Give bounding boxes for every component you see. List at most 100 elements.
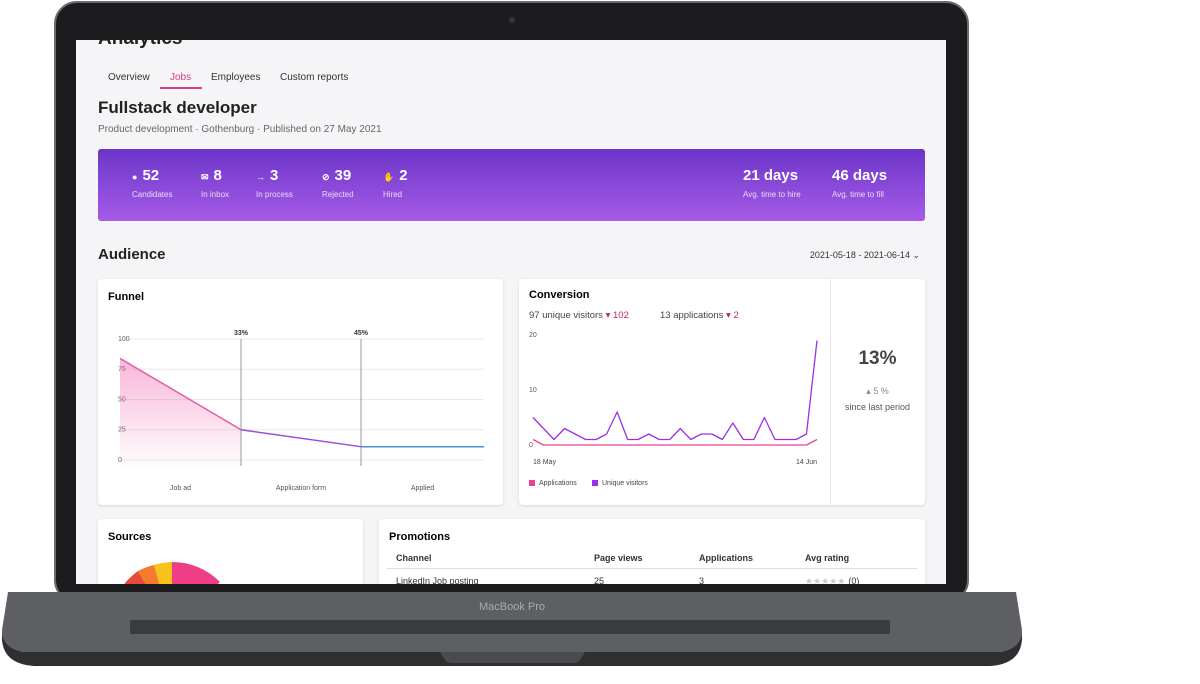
stars: ★★★★★: [805, 576, 846, 584]
date-range-text: 2021-05-18 - 2021-06-14: [809, 250, 910, 260]
x-tick-label: 14 Jun: [796, 459, 817, 466]
stat-value-row: ● 52: [132, 167, 172, 184]
applications-text: 13 applications: [660, 310, 724, 321]
stat-icon: ●: [132, 172, 138, 182]
applications-change-value: 2: [733, 310, 739, 321]
pie-slice: [124, 571, 146, 584]
time-value: 46 days: [832, 167, 888, 184]
stage-rate: 33%: [234, 330, 249, 337]
card-title: Sources: [108, 531, 152, 543]
rate-note: since last period: [844, 402, 911, 412]
x-tick-label: 18 May: [533, 459, 556, 466]
stat-label: Hired: [383, 190, 403, 199]
y-tick-label: 0: [529, 442, 533, 449]
stat-icon: →: [256, 172, 265, 182]
y-tick-label: 20: [529, 332, 537, 339]
cell: 25: [594, 576, 604, 584]
conversion-chart: 0 10 20 18 May 14 Jun Applications Unique visi…: [529, 332, 818, 487]
section-title: Audience: [98, 246, 166, 263]
tab-underline: [160, 87, 202, 89]
pie-slice: [138, 565, 160, 584]
stat-icon: ✉: [201, 172, 209, 182]
cell: LinkedIn Job posting: [396, 576, 479, 584]
sources-pie: [124, 561, 220, 584]
divider: [830, 279, 831, 505]
tab[interactable]: Custom reports: [280, 72, 349, 83]
time-value: 21 days: [743, 167, 799, 184]
notch: [440, 652, 585, 663]
stat: → 3 In process: [256, 167, 293, 199]
promotions-card: Promotions Channel Page views Applications…: [379, 519, 925, 584]
cell-text: LinkedIn Job posting: [396, 576, 479, 584]
x-tick-label: Application form: [276, 485, 326, 492]
time-stat: 46 days Avg. time to fill: [832, 167, 887, 199]
funnel-area: [120, 358, 241, 466]
column-header: Channel: [396, 553, 432, 563]
stage-rate: 45%: [354, 330, 369, 337]
y-tick-label: 10: [529, 387, 537, 394]
cell: ★★★★★ (0): [805, 576, 859, 584]
screen: Analytics Overview Jobs Employees Custom…: [76, 40, 946, 584]
stat-value: 52: [142, 167, 160, 184]
stat-icon: ✋: [383, 172, 395, 182]
stat: ✋ 2 Hired: [383, 167, 408, 199]
column-header: Avg rating: [805, 553, 850, 563]
stat-value-row: → 3: [256, 167, 293, 184]
tab[interactable]: Employees: [211, 72, 261, 83]
cell: 3: [699, 576, 704, 584]
applications: 13 applications ▾ 2: [660, 310, 739, 321]
stat-label: In inbox: [201, 190, 230, 199]
job-title: Fullstack developer: [98, 98, 257, 117]
stat: ⊘ 39 Rejected: [322, 167, 354, 199]
stat-label: Candidates: [132, 190, 173, 199]
legend-label: Applications: [539, 480, 577, 487]
y-tick-label: 100: [118, 336, 130, 343]
time-label: Avg. time to fill: [832, 190, 884, 199]
stat-value: 8: [213, 167, 222, 184]
base-edge: [2, 630, 1022, 666]
stat-value-row: ⊘ 39: [322, 167, 354, 184]
rate-change: ▴ 5 %: [866, 386, 889, 396]
stat-icon: ⊘: [322, 172, 330, 182]
stat: ✉ 8 In inbox: [201, 167, 229, 199]
funnel-line: [119, 357, 242, 431]
cell-text: 3: [699, 576, 705, 584]
rate: 13%: [858, 348, 897, 369]
visitors: 97 unique visitors ▾ 102: [529, 310, 629, 321]
tab[interactable]: Jobs: [170, 72, 192, 83]
stat-value: 2: [399, 167, 408, 184]
visitors-text: 97 unique visitors: [529, 310, 603, 321]
pie-slice: [172, 561, 220, 584]
tab[interactable]: Overview: [108, 72, 150, 83]
column-header: Applications: [699, 553, 754, 563]
funnel-line: [240, 429, 362, 448]
legend-swatch: [529, 480, 535, 486]
time-stat: 21 days Avg. time to hire: [743, 167, 801, 199]
cell-text: (0): [848, 576, 860, 584]
laptop-label: MacBook Pro: [479, 601, 545, 613]
camera: [509, 17, 515, 23]
hinge: [130, 620, 890, 634]
sources-card: Sources: [98, 519, 363, 584]
page-title: Analytics: [98, 40, 182, 50]
card-title: Promotions: [389, 531, 451, 543]
column-header: Page views: [594, 553, 643, 563]
stat-value: 39: [334, 167, 352, 184]
card-title: Funnel: [108, 291, 145, 303]
stat-label: In process: [256, 190, 293, 199]
stat-label: Rejected: [322, 190, 354, 199]
legend-label: Unique visitors: [602, 480, 648, 487]
stat-value-row: ✉ 8: [201, 167, 229, 184]
visitors-change: ▾ 102: [605, 310, 629, 321]
conversion-card: Conversion 97 unique visitors ▾ 102 13 a…: [519, 279, 925, 505]
cell-text: 25: [594, 576, 605, 584]
date-range[interactable]: 2021-05-18 - 2021-06-14 ⌄: [809, 250, 920, 260]
card-title: Conversion: [529, 289, 590, 301]
series-line: [532, 340, 818, 441]
time-label: Avg. time to hire: [743, 190, 801, 199]
series-line: [532, 438, 818, 446]
visitors-change-value: 102: [613, 310, 629, 321]
stat-value: 3: [270, 167, 279, 184]
